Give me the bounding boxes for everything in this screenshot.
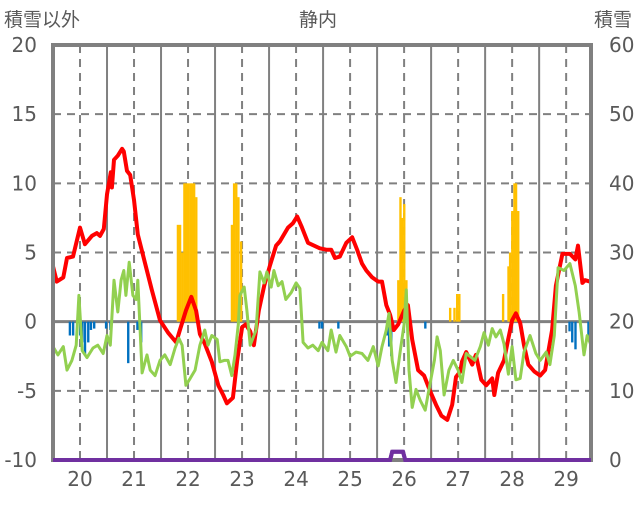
yellow-bar	[232, 183, 236, 322]
x-tick-label: 20	[67, 467, 92, 491]
x-tick-label: 26	[391, 467, 416, 491]
yellow-bar	[399, 197, 402, 322]
blue-bar	[104, 321, 108, 329]
gridlines	[53, 45, 591, 460]
yellow-bar	[181, 252, 184, 322]
right-axis-title: 積雪	[594, 9, 632, 31]
y-tick-label-right: 0	[609, 448, 622, 472]
y-tick-label-right: 10	[609, 379, 634, 403]
y-tick-label-left: 15	[12, 102, 37, 126]
yellow-bar	[456, 294, 459, 322]
blue-bar	[337, 321, 340, 329]
y-tick-label-right: 20	[609, 310, 634, 334]
x-tick-label: 23	[229, 467, 254, 491]
blue-bar	[568, 321, 571, 332]
yellow-bar	[178, 224, 182, 322]
y-tick-label-right: 50	[609, 102, 634, 126]
blue-bar	[587, 321, 590, 339]
blue-bar	[571, 321, 574, 343]
x-tick-label: 22	[175, 467, 200, 491]
y-tick-label-left: 20	[12, 33, 37, 57]
y-tick-label-right: 60	[609, 33, 634, 57]
yellow-bar	[448, 307, 452, 322]
yellow-bar	[190, 183, 194, 322]
blue-bar	[83, 321, 87, 355]
yellow-bar	[501, 294, 505, 322]
chart-title: 静内	[299, 9, 337, 31]
green-line	[51, 260, 593, 412]
yellow-bar	[513, 183, 516, 322]
blue-bar	[93, 321, 96, 329]
yellow-bar	[400, 217, 404, 322]
y-tick-label-right: 30	[609, 241, 634, 265]
blue-bar	[136, 321, 139, 330]
yellow-bar	[508, 252, 512, 322]
yellow-bar	[517, 211, 520, 322]
purple-line-overlay	[53, 449, 591, 462]
y-tick-label-left: -5	[17, 379, 37, 403]
y-tick-label-left: 10	[12, 171, 37, 195]
yellow-bar	[230, 224, 234, 322]
y-tick-label-left: 5	[24, 241, 37, 265]
blue-bar	[320, 321, 324, 329]
x-tick-label: 29	[553, 467, 578, 491]
yellow-bar	[195, 197, 198, 322]
yellow-bar	[239, 241, 243, 322]
yellow-bar	[397, 280, 400, 322]
blue-bar	[318, 321, 321, 329]
yellow-bar	[235, 183, 238, 322]
plot-frame	[51, 43, 593, 462]
blue-bar	[71, 321, 75, 336]
y-tick-label-left: -10	[4, 448, 37, 472]
x-tick-label: 21	[121, 467, 146, 491]
y-tick-label-right: 40	[609, 171, 634, 195]
x-tick-label: 25	[337, 467, 362, 491]
yellow-bar	[514, 183, 518, 322]
y-tick-label-left: 0	[24, 310, 37, 334]
yellow-bar	[192, 183, 196, 322]
blue-bar	[127, 321, 130, 364]
yellow-bar	[176, 224, 180, 322]
blue-bar	[68, 321, 72, 336]
red-line	[51, 146, 591, 422]
yellow-bar	[507, 266, 510, 322]
x-tick-label: 24	[283, 467, 308, 491]
yellow-bar	[511, 211, 514, 322]
blue-bar	[89, 321, 93, 330]
blue-bar	[87, 321, 90, 343]
yellow-bar	[189, 183, 192, 322]
yellow-bar	[183, 183, 186, 322]
yellow-bar	[403, 204, 406, 322]
yellow-bar	[187, 183, 190, 322]
yellow-bar	[453, 307, 456, 322]
yellow-bar	[237, 197, 240, 322]
yellow-bar	[458, 294, 461, 322]
yellow-bar	[184, 183, 188, 322]
x-tick-label: 28	[499, 467, 524, 491]
blue-bar	[424, 321, 427, 329]
x-tick-label: 27	[445, 467, 470, 491]
left-axis-title: 積雪以外	[4, 9, 80, 31]
blue-bar	[574, 321, 577, 350]
